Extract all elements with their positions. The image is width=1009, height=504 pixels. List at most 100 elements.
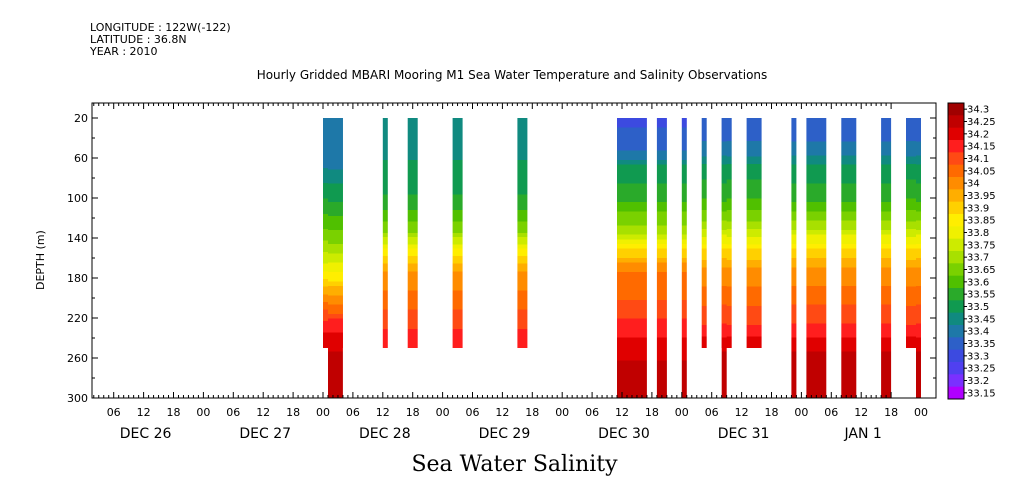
colorbar-swatch — [948, 226, 964, 240]
colorbar-swatch — [948, 214, 964, 227]
x-tick-label: 06 — [107, 406, 121, 419]
colorbar-label: 33.2 — [967, 376, 989, 387]
colorbar-swatch — [948, 288, 964, 301]
colorbar-swatch — [948, 127, 964, 141]
x-tick-label: 18 — [765, 406, 779, 419]
x-day-label: DEC 28 — [359, 426, 411, 442]
colorbar-label: 33.25 — [967, 364, 996, 375]
colorbar-label: 33.6 — [967, 277, 989, 288]
colorbar-swatch — [948, 300, 964, 314]
colorbar-swatch — [948, 115, 964, 129]
colorbar-swatch — [948, 275, 964, 289]
colorbar-label: 34.1 — [967, 154, 989, 165]
y-tick-label: 140 — [67, 232, 88, 245]
x-tick-label: 06 — [824, 406, 838, 419]
x-tick-label: 06 — [585, 406, 599, 419]
x-tick-label: 12 — [256, 406, 270, 419]
plot-frame — [91, 102, 937, 399]
colorbar-swatch — [948, 152, 964, 166]
colorbar-label: 33.3 — [967, 351, 989, 362]
colorbar-label: 33.9 — [967, 203, 989, 214]
data-column-9 — [701, 118, 707, 348]
y-tick-label: 220 — [67, 312, 88, 325]
x-day-label: DEC 29 — [479, 426, 531, 442]
colorbar-label: 33.5 — [967, 302, 989, 313]
colorbar-label: 33.85 — [967, 216, 996, 227]
colorbar-label: 33.7 — [967, 253, 989, 264]
x-tick-label: 00 — [196, 406, 210, 419]
data-column-15 — [841, 118, 857, 398]
x-tick-label: 06 — [226, 406, 240, 419]
x-tick-label: 12 — [615, 406, 629, 419]
colorbar-swatch — [948, 312, 964, 326]
colorbar-label: 33.4 — [967, 327, 989, 338]
y-tick-label: 300 — [67, 392, 88, 405]
x-tick-label: 18 — [645, 406, 659, 419]
x-tick-label: 18 — [525, 406, 539, 419]
colorbar-label: 33.15 — [967, 388, 996, 399]
colorbar-label: 34 — [967, 179, 980, 190]
data-column-8 — [681, 118, 687, 398]
x-day-label: DEC 26 — [120, 426, 172, 442]
data-column-14 — [806, 118, 827, 398]
colorbar-label: 33.65 — [967, 265, 996, 276]
data-column-6 — [617, 118, 647, 398]
colorbar-label: 34.15 — [967, 142, 996, 153]
year-label: YEAR : 2010 — [90, 45, 158, 58]
colorbar-label: 33.35 — [967, 339, 996, 350]
x-day-label: DEC 30 — [598, 426, 650, 442]
data-column-18 — [916, 118, 921, 398]
x-tick-label: 00 — [914, 406, 928, 419]
colorbar-label: 34.05 — [967, 166, 996, 177]
colorbar-swatch — [948, 251, 964, 264]
y-tick-label: 100 — [67, 192, 88, 205]
colorbar-swatch — [948, 263, 964, 277]
colorbar-swatch — [948, 362, 964, 375]
colorbar-label: 34.25 — [967, 117, 996, 128]
data-column-2 — [382, 118, 388, 348]
colorbar-swatch — [948, 337, 964, 351]
x-tick-label: 12 — [854, 406, 868, 419]
x-tick-label: 00 — [675, 406, 689, 419]
x-tick-label: 00 — [794, 406, 808, 419]
data-column-7 — [656, 118, 667, 398]
x-tick-label: 12 — [735, 406, 749, 419]
plot-area — [323, 118, 921, 398]
colorbar-label: 33.8 — [967, 228, 989, 239]
x-tick-label: 00 — [436, 406, 450, 419]
data-column-16 — [881, 118, 892, 398]
x-tick-label: 18 — [167, 406, 181, 419]
y-tick-label: 20 — [74, 112, 88, 125]
data-column-12 — [746, 118, 762, 348]
data-column-3 — [407, 118, 418, 348]
x-tick-label: 12 — [376, 406, 390, 419]
colorbar-label: 33.55 — [967, 290, 996, 301]
y-axis-label: DEPTH (m) — [34, 230, 47, 290]
x-day-label: DEC 31 — [718, 426, 770, 442]
x-tick-label: 06 — [466, 406, 480, 419]
x-tick-label: 18 — [884, 406, 898, 419]
x-tick-label: 12 — [495, 406, 509, 419]
x-tick-label: 06 — [705, 406, 719, 419]
colorbar-label: 33.45 — [967, 314, 996, 325]
data-column-1 — [328, 118, 343, 398]
latitude-label: LATITUDE : 36.8N — [90, 33, 187, 46]
y-tick-label: 180 — [67, 272, 88, 285]
colorbar-swatch — [948, 349, 964, 363]
axes: 20 60 100 140 180 220 260 300 06 12 18 00 06 12 18 00 06… — [67, 102, 937, 442]
x-day-label: DEC 27 — [239, 426, 291, 442]
colorbar-swatch — [948, 238, 964, 252]
colorbar-swatch — [948, 177, 964, 190]
data-column-13 — [791, 118, 797, 398]
colorbar-swatch — [948, 201, 964, 215]
x-day-label: JAN 1 — [844, 426, 882, 442]
colorbar-frame — [947, 102, 965, 400]
x-tick-label: 12 — [137, 406, 151, 419]
chart-title: Hourly Gridded MBARI Mooring M1 Sea Wate… — [256, 68, 768, 82]
colorbar-label: 34.2 — [967, 129, 989, 140]
x-tick-label: 18 — [286, 406, 300, 419]
colorbar-swatch — [948, 325, 964, 338]
data-column-4 — [452, 118, 463, 348]
